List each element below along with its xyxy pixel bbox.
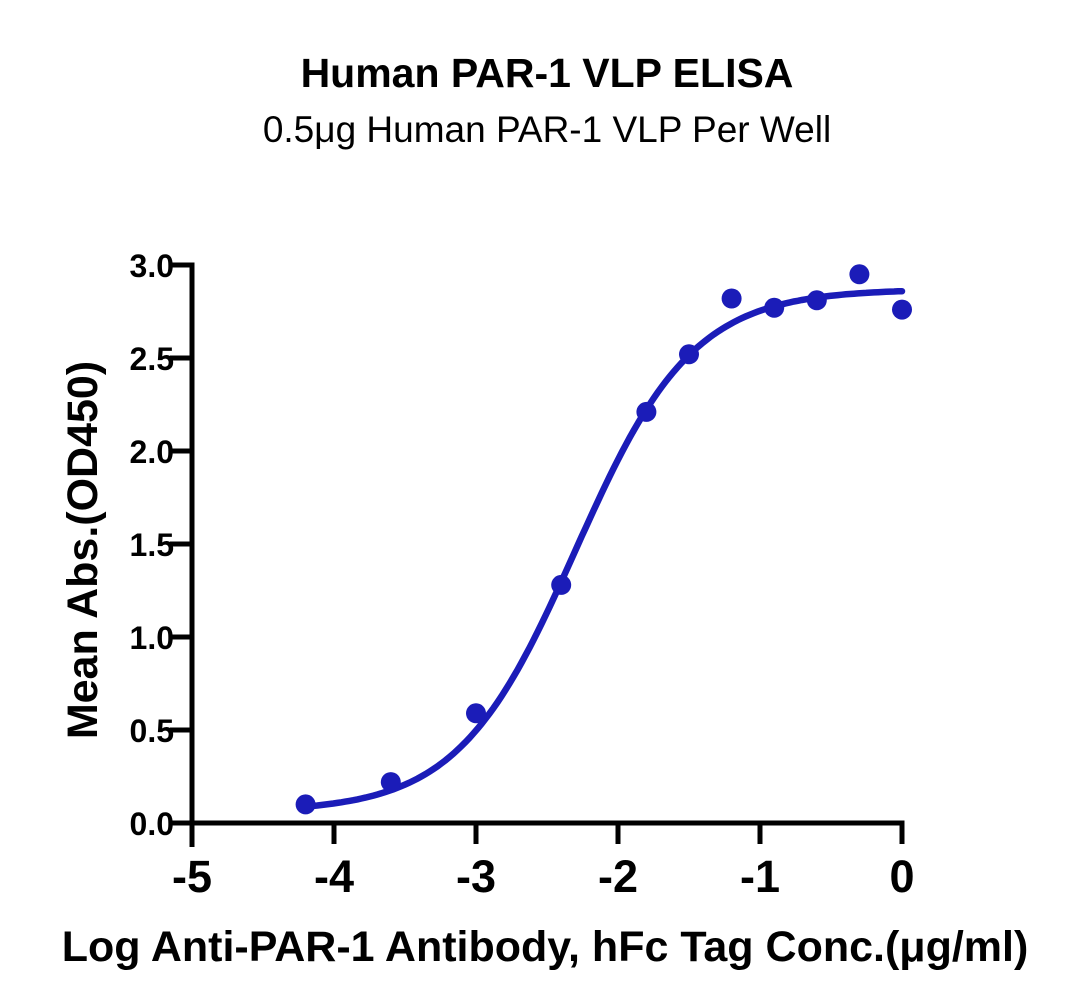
y-axis-title: Mean Abs.(OD450) [59, 361, 107, 739]
data-point [892, 299, 912, 320]
y-tick-label: 1.0 [130, 620, 174, 656]
x-tick-label: -4 [314, 851, 354, 902]
data-series [295, 264, 912, 815]
x-tick-label: -2 [598, 851, 638, 902]
y-tick-label: 0.0 [130, 806, 174, 842]
data-point [679, 344, 699, 365]
y-tick-label: 0.5 [130, 713, 174, 749]
data-point [466, 703, 486, 724]
y-tick-label: 2.5 [130, 341, 174, 377]
data-point [295, 794, 316, 815]
x-tick-label: -1 [740, 851, 780, 902]
data-point [806, 290, 827, 311]
x-tick-label: -3 [456, 851, 496, 902]
x-tick-label: -5 [172, 851, 212, 902]
y-tick-label: 2.0 [130, 434, 174, 470]
fit-curve [298, 287, 906, 811]
data-point [636, 401, 657, 422]
data-point [849, 264, 870, 285]
data-point [380, 772, 401, 793]
chart-subtitle: 0.5μg Human PAR-1 VLP Per Well [263, 109, 831, 150]
axes: 0.0 0.5 1.0 1.5 2.0 2.5 3.0 -5 -4 -3 -2 -1 0 [130, 248, 915, 902]
data-point [551, 574, 572, 595]
data-point [721, 288, 742, 309]
data-point [764, 297, 785, 318]
chart-title: Human PAR-1 VLP ELISA [301, 50, 794, 96]
y-tick-label: 1.5 [130, 527, 174, 563]
x-axis-title: Log Anti-PAR-1 Antibody, hFc Tag Conc.(μ… [62, 923, 1029, 971]
y-tick-label: 3.0 [130, 248, 174, 284]
x-tick-label: 0 [889, 851, 914, 902]
